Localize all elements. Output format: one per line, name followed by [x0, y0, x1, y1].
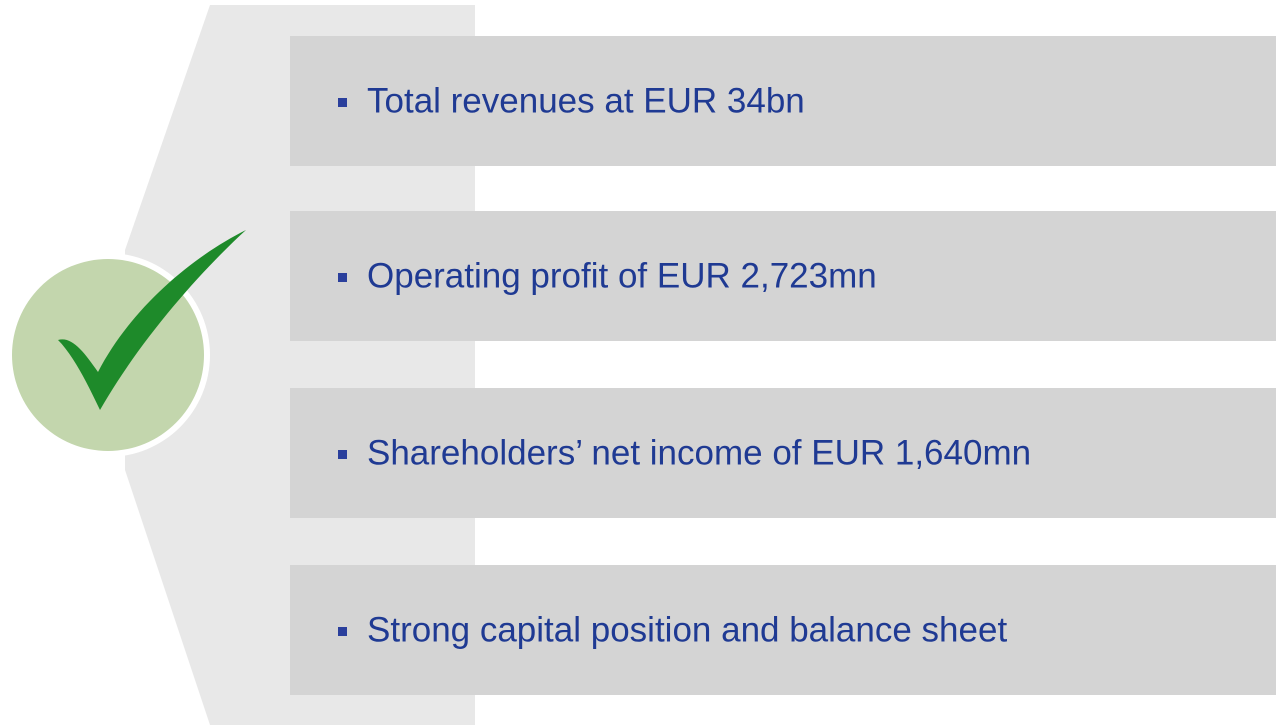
item-text: Total revenues at EUR 34bn [367, 81, 805, 120]
item-box-edge [287, 211, 290, 341]
bullet [338, 98, 347, 107]
item-box [287, 388, 1276, 518]
item-box [287, 36, 1276, 166]
item-box-edge [287, 388, 290, 518]
items: Total revenues at EUR 34bn Operating prof… [287, 36, 1276, 695]
item-text: Strong capital position and balance shee… [367, 610, 1007, 649]
item-box [287, 211, 1276, 341]
check-mark [58, 230, 246, 410]
bullet [338, 450, 347, 459]
bullet [338, 273, 347, 282]
item-box-edge [287, 565, 290, 695]
item-box-edge [287, 36, 290, 166]
bullet [338, 627, 347, 636]
item-text: Shareholders’ net income of EUR 1,640mn [367, 433, 1031, 472]
item-box [287, 565, 1276, 695]
chevron-background [125, 5, 475, 725]
item-text: Operating profit of EUR 2,723mn [367, 256, 877, 295]
